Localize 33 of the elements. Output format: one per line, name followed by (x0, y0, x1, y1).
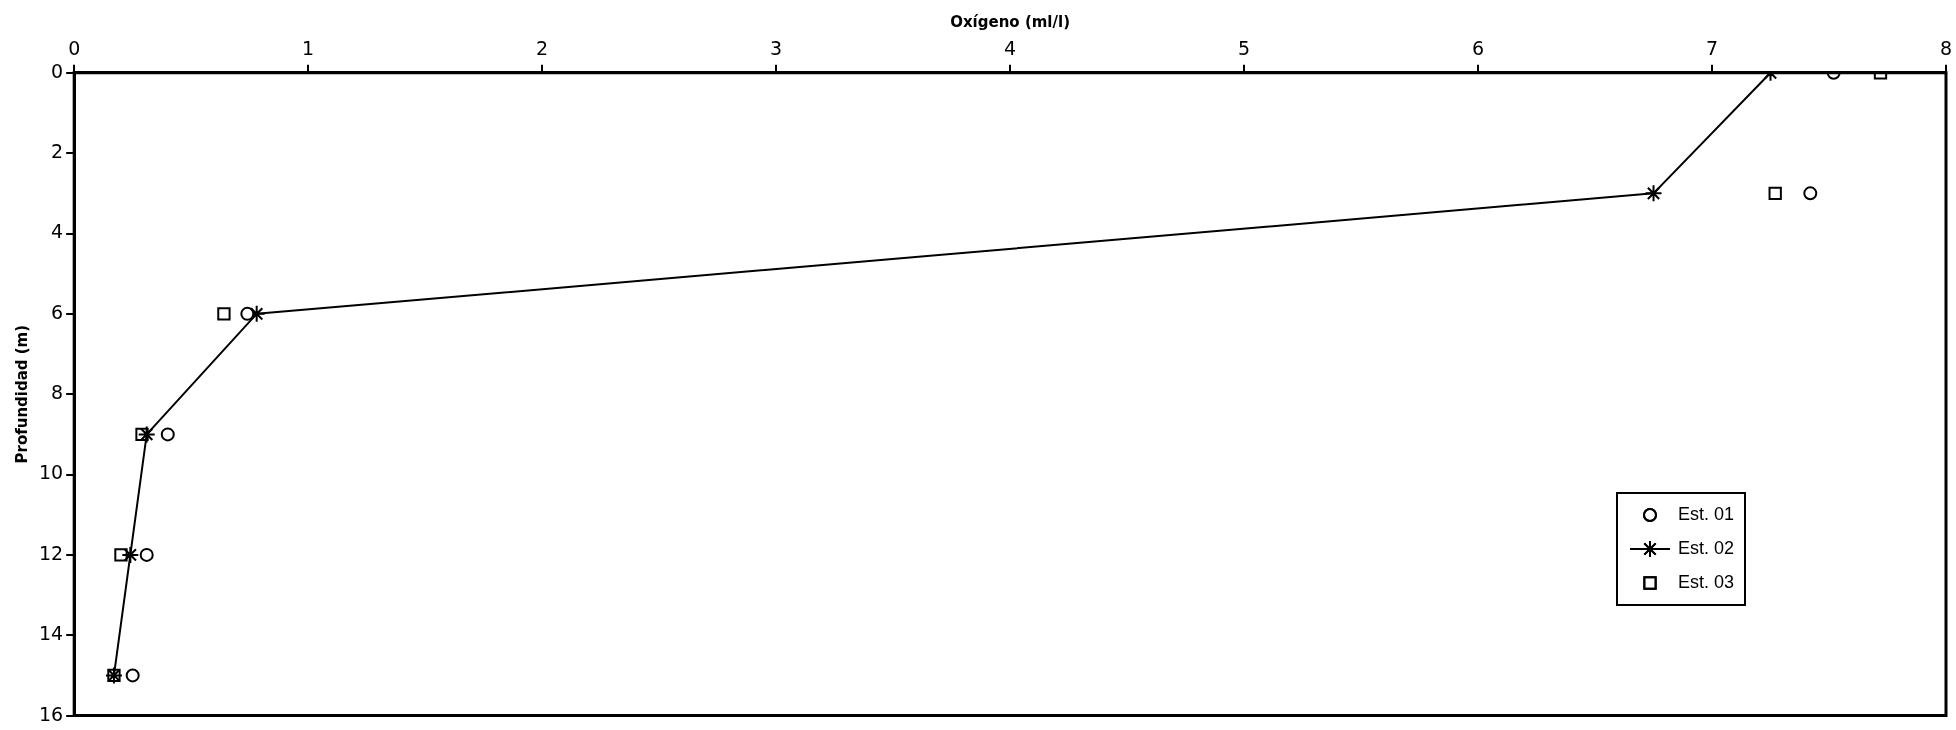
x-tick-label: 6 (1472, 37, 1485, 60)
y-tick-label: 6 (51, 300, 64, 323)
y-tick-label: 12 (38, 541, 64, 564)
legend-label: Est. 02 (1678, 538, 1735, 560)
y-tick-label: 8 (51, 381, 64, 404)
x-tick-label: 0 (68, 37, 81, 60)
point (1644, 184, 1663, 203)
legend-label: Est. 03 (1678, 572, 1735, 594)
y-tick-label: 10 (38, 461, 64, 484)
x-tick-label: 8 (1939, 37, 1953, 60)
y-tick-label: 16 (38, 702, 64, 725)
y-axis-title: Profundidad (m) (12, 324, 31, 464)
y-tick-label: 14 (38, 622, 64, 645)
point (121, 545, 140, 564)
x-tick-label: 3 (770, 37, 783, 60)
point (137, 425, 156, 444)
point (139, 547, 154, 562)
point (1803, 186, 1818, 201)
point (125, 668, 140, 683)
legend-label: Est. 01 (1678, 504, 1735, 526)
y-tick-label: 2 (51, 140, 64, 163)
y-tick-label: 4 (51, 220, 64, 243)
x-tick-label: 5 (1238, 37, 1251, 60)
x-tick-label: 4 (1004, 37, 1017, 60)
point (1768, 186, 1782, 200)
point (217, 307, 231, 321)
point (160, 427, 175, 442)
y-tick-label: 0 (51, 59, 64, 82)
x-tick-label: 1 (302, 37, 315, 60)
x-tick-label: 2 (536, 37, 549, 60)
x-tick-label: 7 (1705, 37, 1719, 60)
x-axis-title: Oxígeno (ml/l) (950, 12, 1070, 31)
point (240, 306, 255, 321)
